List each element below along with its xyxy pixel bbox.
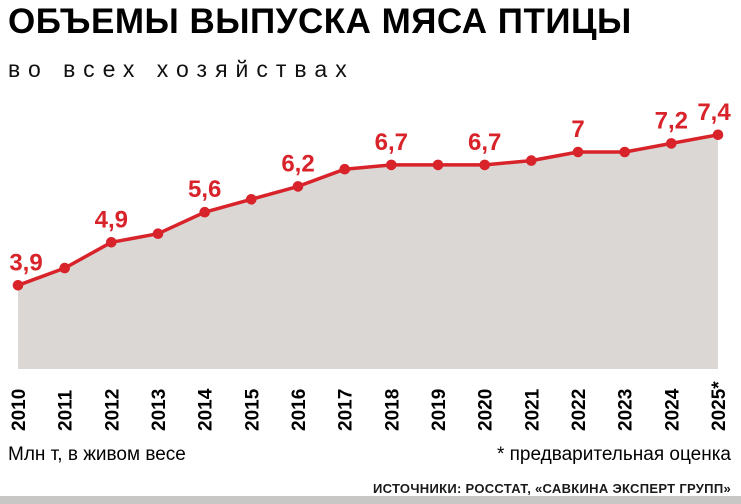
unit-note: Млн т, в живом весе xyxy=(8,444,186,465)
value-label: 5,6 xyxy=(188,176,221,203)
data-point xyxy=(666,138,677,149)
data-point xyxy=(572,146,584,158)
year-label: 2019 xyxy=(429,389,450,431)
data-point xyxy=(386,159,397,171)
value-label: 6,7 xyxy=(375,129,408,156)
data-point xyxy=(339,163,351,175)
data-point xyxy=(106,237,117,248)
series-line xyxy=(16,133,720,288)
value-label: 7,4 xyxy=(697,99,731,126)
data-point xyxy=(246,194,257,205)
data-point xyxy=(619,146,630,158)
data-point xyxy=(526,155,537,166)
data-point xyxy=(292,181,304,192)
year-label: 2017 xyxy=(336,389,357,431)
page-title: ОБЪЕМЫ ВЫПУСКА МЯСА ПТИЦЫ xyxy=(8,2,632,41)
value-label: 7 xyxy=(571,116,584,143)
data-point xyxy=(152,228,164,239)
year-label: 2011 xyxy=(56,389,77,431)
data-point xyxy=(12,280,24,291)
area-fill xyxy=(18,134,718,369)
data-point xyxy=(432,159,444,171)
year-label: 2015 xyxy=(242,388,263,431)
year-label: 2010 xyxy=(9,389,30,431)
year-label: 2013 xyxy=(149,389,170,431)
data-point xyxy=(59,262,70,274)
value-label: 7,2 xyxy=(655,107,688,134)
year-label: 2024 xyxy=(662,388,683,431)
year-label: 2012 xyxy=(102,389,123,431)
value-label: 6,7 xyxy=(468,129,501,156)
year-label: 2018 xyxy=(382,389,403,431)
year-label: 2025* xyxy=(709,381,730,431)
year-label: 2021 xyxy=(522,388,543,431)
year-label: 2014 xyxy=(196,388,217,431)
value-label: 3,9 xyxy=(9,249,42,276)
value-label: 6,2 xyxy=(281,150,314,177)
asterisk-note: * предварительная оценка xyxy=(496,444,731,465)
year-label: 2016 xyxy=(289,389,310,431)
data-point xyxy=(199,206,210,218)
bottom-bar xyxy=(0,496,741,504)
year-label: 2020 xyxy=(476,389,497,431)
value-label: 4,9 xyxy=(95,206,128,233)
page-subtitle: во всех хозяйствах xyxy=(8,56,355,82)
data-point xyxy=(712,129,724,141)
year-label: 2023 xyxy=(616,389,637,431)
year-label: 2022 xyxy=(569,389,590,431)
sources-line: ИСТОЧНИКИ: РОССТАТ, «САВКИНА ЭКСПЕРТ ГРУ… xyxy=(373,481,731,496)
data-point xyxy=(479,159,491,171)
